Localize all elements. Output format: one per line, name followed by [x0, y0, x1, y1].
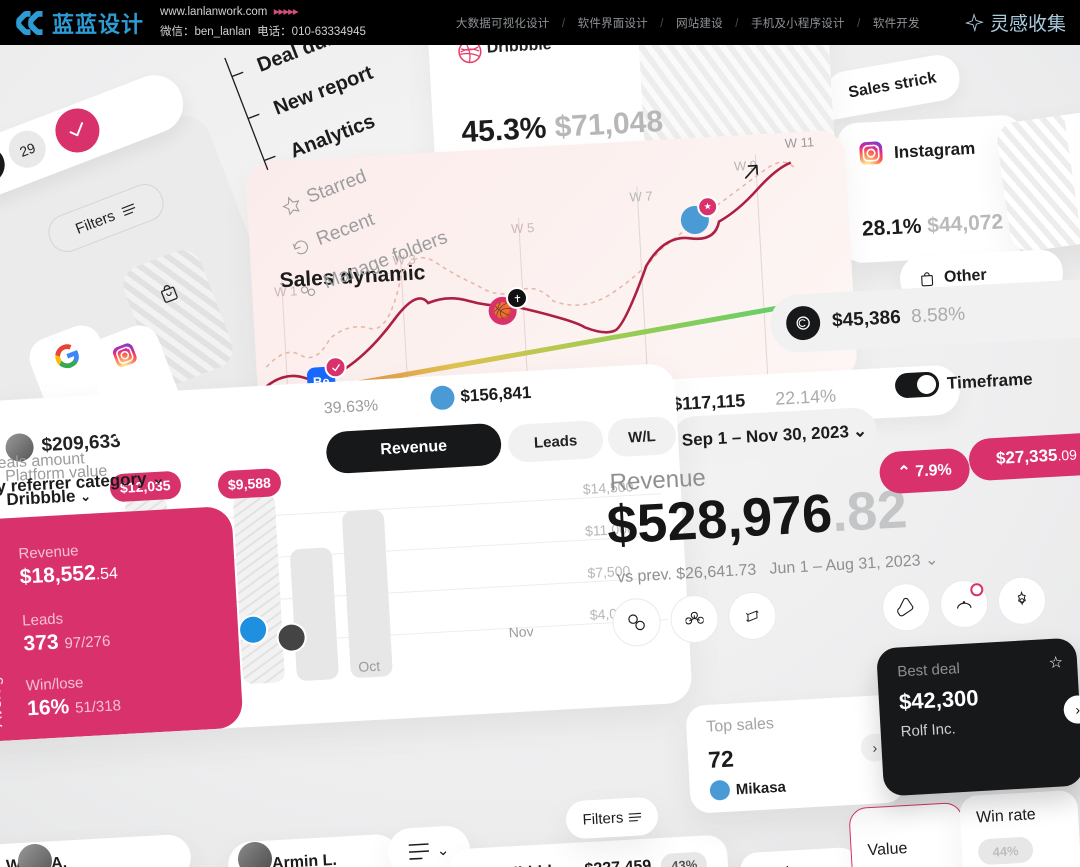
svg-text:W 11: W 11 — [784, 134, 814, 151]
